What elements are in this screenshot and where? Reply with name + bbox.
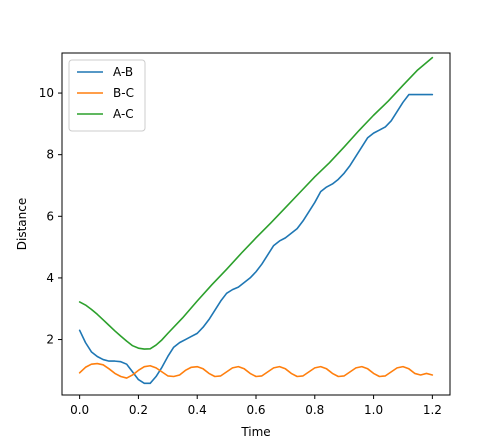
y-tick-label: 2 bbox=[46, 333, 54, 347]
legend-label-a-c: A-C bbox=[113, 107, 134, 121]
series-line-b-c bbox=[78, 362, 434, 379]
y-axis: 2 4 6 8 10 bbox=[39, 86, 62, 347]
x-tick-label: 0.4 bbox=[188, 403, 207, 417]
y-axis-label: Distance bbox=[15, 198, 29, 250]
y-tick-label: 8 bbox=[46, 148, 54, 162]
y-tick-label: 10 bbox=[39, 86, 54, 100]
x-axis-label: Time bbox=[240, 425, 270, 439]
series-line-a-b bbox=[78, 93, 434, 385]
series-line-a-c bbox=[78, 56, 434, 350]
y-tick-label: 6 bbox=[46, 209, 54, 223]
x-tick-label: 1.2 bbox=[423, 403, 442, 417]
x-tick-label: 0.6 bbox=[246, 403, 265, 417]
x-tick-label: 0.2 bbox=[129, 403, 148, 417]
x-tick-label: 1.0 bbox=[364, 403, 383, 417]
x-axis: 0.0 0.2 0.4 0.6 0.8 1.0 1.2 bbox=[70, 395, 442, 417]
legend-label-b-c: B-C bbox=[113, 86, 134, 100]
x-tick-label: 0.0 bbox=[70, 403, 89, 417]
x-tick-label: 0.8 bbox=[305, 403, 324, 417]
series-layer bbox=[78, 56, 434, 385]
legend: A-B B-C A-C bbox=[68, 59, 146, 132]
legend-label-a-b: A-B bbox=[113, 65, 133, 79]
y-tick-label: 4 bbox=[46, 271, 54, 285]
